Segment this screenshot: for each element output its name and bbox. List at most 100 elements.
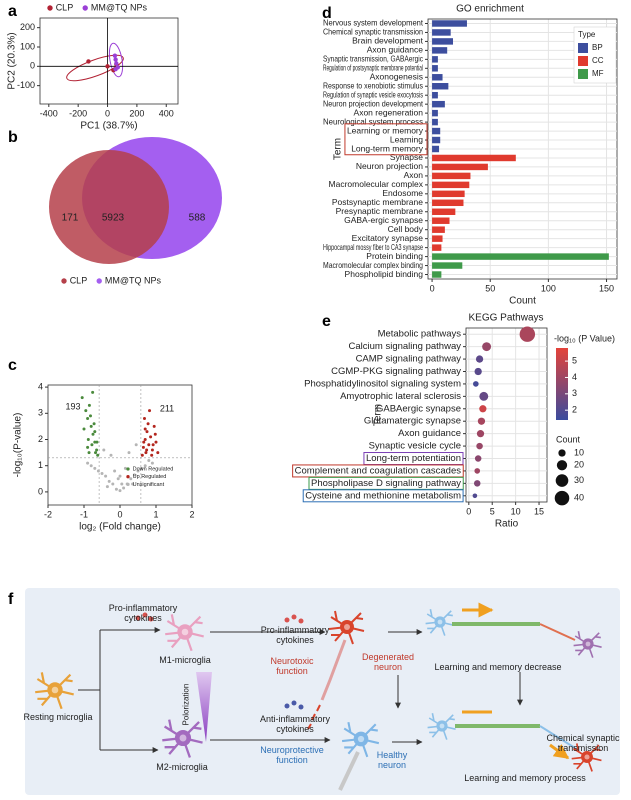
bar <box>432 235 443 242</box>
size-legend-label: 10 <box>574 447 584 457</box>
y-tick-label: Phospholipase D signaling pathway <box>311 478 461 489</box>
y-tick-label: Phospholipid binding <box>345 269 424 279</box>
schematic <box>25 588 620 795</box>
size-legend-marker <box>555 474 569 487</box>
point <box>142 417 146 421</box>
colorbar-tick-label: 2 <box>572 405 577 415</box>
y-tick-label: Chemical synaptic transmission <box>323 27 423 37</box>
y-tick-label: Long-term potentiation <box>366 453 461 464</box>
colorbar-tick-label: 5 <box>572 355 577 365</box>
bar <box>432 145 440 153</box>
y-tick-label: 0 <box>38 486 43 496</box>
point <box>86 417 90 421</box>
polarization-wedge <box>196 672 212 742</box>
y-tick-label: Synaptic transmission, GABAergic <box>323 54 424 64</box>
x-tick-label: -400 <box>40 108 58 118</box>
y-tick-label: Regulation of synaptic vesicle exocytosi… <box>323 89 423 99</box>
dot <box>482 342 492 352</box>
bar <box>432 199 464 207</box>
point <box>143 427 147 431</box>
dot <box>519 326 536 342</box>
point <box>96 469 100 473</box>
point <box>140 466 144 470</box>
x-tick-label: 2 <box>189 509 194 519</box>
point <box>80 396 84 400</box>
bar <box>432 244 442 251</box>
y-tick-label: Synapse <box>390 152 423 162</box>
y-tick-label: Cysteine and methionine metabolism <box>305 490 461 501</box>
point <box>89 464 93 468</box>
point <box>112 53 118 58</box>
y-tick-label: Axon guidance <box>398 428 461 439</box>
dot <box>473 381 479 387</box>
size-legend-label: 20 <box>574 460 584 470</box>
diagram-label: Chemical synaptic transmission <box>546 733 620 754</box>
cytokine-dots <box>284 700 304 710</box>
dot <box>475 355 484 363</box>
x-tick-label: 0 <box>105 108 110 118</box>
y-tick-label: 2 <box>38 434 43 444</box>
point <box>146 422 150 426</box>
bar <box>432 91 438 99</box>
point <box>114 487 118 491</box>
point <box>90 443 94 447</box>
y-tick-label: Axonogenesis <box>370 72 423 82</box>
y-tick-label: Macromolecular complex <box>329 179 424 189</box>
highlight-box <box>302 489 464 503</box>
point <box>150 453 154 457</box>
chart-title: GO enrichment <box>456 4 524 15</box>
dot <box>474 367 482 376</box>
legend-label: CLP <box>56 2 74 12</box>
point <box>88 414 92 418</box>
x-tick-label: 5 <box>490 506 495 516</box>
y-tick-label: 3 <box>38 408 43 418</box>
y-tick-label: 200 <box>20 22 35 32</box>
bar <box>432 181 470 189</box>
size-legend-label: 40 <box>574 493 584 503</box>
bar <box>432 163 488 171</box>
bar <box>432 20 467 27</box>
point <box>123 466 127 470</box>
diagram-label: Polorization <box>181 683 191 726</box>
cytokine-dots <box>135 612 154 622</box>
legend-label: Up Regulated <box>133 474 167 480</box>
point <box>142 440 146 444</box>
y-tick-label: Brain development <box>352 36 424 46</box>
plot-frame <box>47 384 193 506</box>
point <box>145 448 149 452</box>
y-axis-label: Term <box>373 404 384 426</box>
y-tick-label: Neuron projection development <box>323 98 424 108</box>
y-tick-label: Hippocampal mossy fiber to CA3 synapse <box>323 242 423 252</box>
y-tick-label: 0 <box>30 61 35 71</box>
point <box>141 445 145 449</box>
point <box>111 482 115 486</box>
point <box>144 451 148 455</box>
legend-marker <box>126 482 130 487</box>
point <box>147 458 151 462</box>
colorbar-title: -log₁₀ (P Value) <box>554 333 615 343</box>
y-tick-label: Presynaptic membrane <box>336 206 424 216</box>
point <box>122 486 126 490</box>
panel-label: f <box>8 591 14 608</box>
point <box>105 64 110 69</box>
diagram-label: Anti-inflammatory cytokines <box>259 714 331 735</box>
bar <box>432 47 448 54</box>
bar <box>432 83 449 90</box>
point <box>107 479 111 483</box>
confidence-ellipse <box>108 42 124 78</box>
annotation: 211 <box>160 403 174 413</box>
point <box>136 469 140 473</box>
dot <box>479 391 489 401</box>
y-tick-label: Amyotrophic lateral sclerosis <box>340 391 461 402</box>
legend-label: CLP <box>70 275 88 285</box>
bar <box>432 253 609 260</box>
dot <box>473 480 481 487</box>
point <box>140 453 144 457</box>
y-tick-label: Neuron projection <box>356 161 423 171</box>
point <box>86 437 90 441</box>
point <box>86 461 90 465</box>
axon <box>539 623 576 641</box>
point <box>156 451 160 455</box>
point <box>154 440 158 444</box>
